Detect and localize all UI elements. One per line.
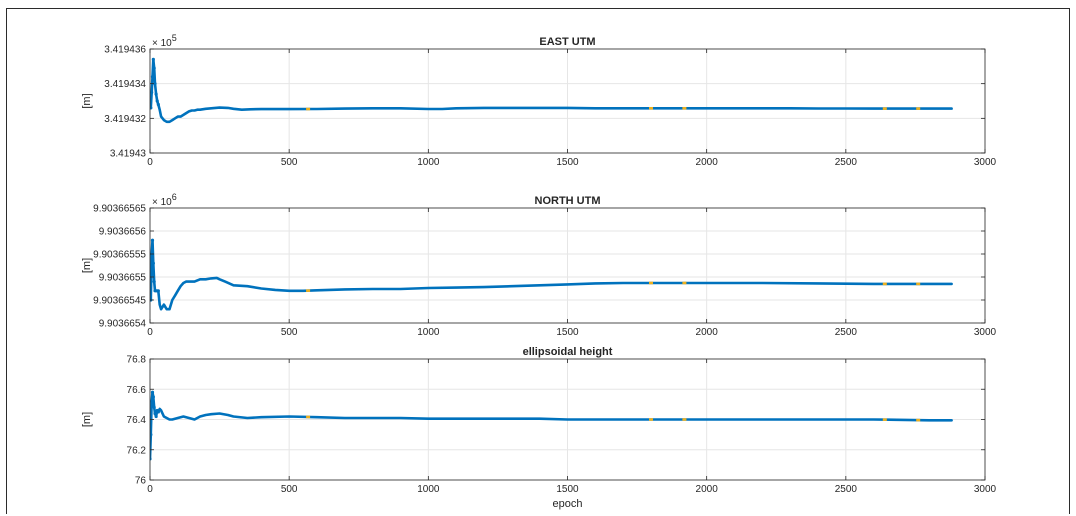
subplot-2: 0 500 1000 1500 2000 2500 3000 9.9036654 9.90366… — [81, 192, 997, 338]
y-tick-label: 9.90366555 — [93, 250, 146, 261]
x-tick-label: 2500 — [835, 327, 858, 338]
exponent-power: 6 — [172, 192, 177, 202]
data-point — [152, 280, 156, 284]
data-point — [155, 99, 159, 103]
y-tick-label: 76.2 — [127, 445, 147, 456]
exponent-base: × 10 — [152, 197, 172, 208]
x-tick-label: 3000 — [974, 157, 997, 168]
x-tick-label: 1000 — [417, 484, 440, 495]
x-tick-label: 1500 — [556, 157, 579, 168]
y-tick-label: 3.419436 — [104, 45, 146, 56]
y-axis-label: [m] — [81, 412, 93, 427]
y-axis-label: [m] — [81, 258, 93, 273]
x-tick-label: 0 — [147, 327, 153, 338]
exponent-label: × 106 — [152, 192, 177, 208]
x-tick-label: 2000 — [696, 157, 719, 168]
x-tick-label: 1500 — [556, 484, 579, 495]
y-tick-label: 3.41943 — [110, 149, 147, 160]
x-tick-label: 3000 — [974, 327, 997, 338]
data-point — [150, 75, 155, 79]
data-point — [152, 66, 156, 70]
x-axis-label: epoch — [553, 498, 583, 510]
y-tick-label: 9.90366545 — [93, 296, 146, 307]
y-tick-label: 3.419434 — [104, 79, 146, 90]
exponent-power: 5 — [172, 33, 177, 43]
x-tick-label: 2000 — [696, 484, 719, 495]
subplot-title: NORTH UTM — [535, 195, 601, 207]
exponent-label: × 105 — [152, 33, 177, 49]
y-tick-label: 9.9036656 — [99, 227, 147, 238]
y-tick-label: 76.4 — [127, 415, 147, 426]
subplot-title: ellipsoidal height — [523, 346, 613, 358]
data-point — [150, 238, 155, 242]
data-point — [150, 433, 153, 437]
x-tick-label: 0 — [147, 157, 153, 168]
y-axis-label: [m] — [81, 93, 93, 108]
data-point — [153, 82, 157, 86]
y-tick-label: 76.8 — [127, 355, 147, 366]
data-point — [156, 289, 160, 293]
y-tick-label: 76 — [135, 476, 147, 487]
x-tick-label: 2500 — [835, 484, 858, 495]
subplot-3: 0 500 1000 1500 2000 2500 3000 76 76.2 76.4 76.6 76… — [81, 346, 997, 510]
y-tick-label: 3.419432 — [104, 114, 146, 125]
x-tick-label: 1000 — [417, 157, 440, 168]
x-tick-label: 0 — [147, 484, 153, 495]
data-point — [151, 57, 155, 62]
y-tick-label: 9.9036655 — [99, 273, 147, 284]
y-tick-label: 9.90366565 — [93, 204, 146, 215]
exponent-base: × 10 — [152, 38, 172, 49]
y-tick-label: 76.6 — [127, 385, 147, 396]
x-tick-label: 2000 — [696, 327, 719, 338]
data-point — [151, 261, 155, 265]
data-point — [156, 410, 160, 414]
data-point — [154, 414, 158, 419]
x-tick-label: 500 — [281, 327, 298, 338]
x-tick-label: 1000 — [417, 327, 440, 338]
x-tick-label: 2500 — [835, 157, 858, 168]
subplot-title: EAST UTM — [539, 36, 595, 48]
plots-canvas: 0 500 1000 1500 2000 2500 30003.419433.4194323… — [81, 33, 997, 510]
x-tick-label: 1500 — [556, 327, 579, 338]
data-point — [150, 106, 153, 110]
data-point — [153, 411, 157, 416]
x-tick-label: 3000 — [974, 484, 997, 495]
data-point — [154, 92, 158, 96]
data-point — [156, 102, 160, 107]
data-point — [150, 390, 155, 394]
data-point — [151, 395, 155, 399]
data-point — [150, 90, 154, 94]
subplot-1: 0 500 1000 1500 2000 2500 3000 3.41943 3.419432 3… — [81, 33, 997, 168]
series-line — [150, 238, 953, 311]
data-point — [150, 399, 154, 403]
data-point — [152, 405, 156, 409]
y-tick-label: 9.9036654 — [99, 319, 147, 330]
x-tick-label: 500 — [281, 484, 298, 495]
figure-window: 0 500 1000 1500 2000 2500 3000 3.41943 3.419432 3… — [6, 8, 1070, 514]
x-tick-label: 500 — [281, 157, 298, 168]
